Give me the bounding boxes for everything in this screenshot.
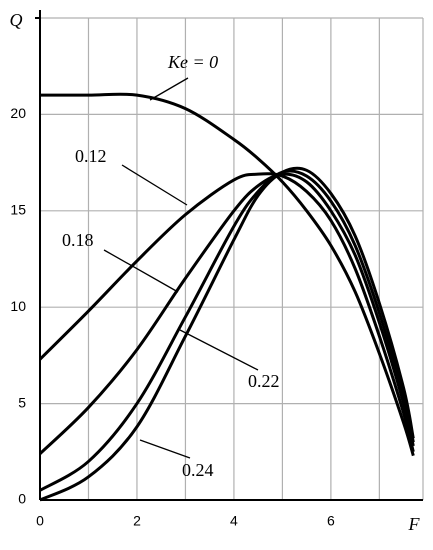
x-tick-label: 6: [327, 513, 335, 529]
curve-label: Ke = 0: [167, 52, 218, 72]
curve: [38, 172, 415, 453]
y-tick-label: 20: [10, 105, 26, 121]
y-axis-label: Q: [10, 10, 23, 30]
leader-line: [139, 439, 191, 459]
curve: [40, 92, 415, 457]
y-tick-label: 10: [10, 298, 26, 314]
leader-line: [149, 77, 189, 101]
curve-label: 0.18: [62, 230, 94, 250]
curve: [38, 172, 415, 455]
y-tick-label: 5: [18, 394, 26, 410]
curve-label: 0.24: [182, 460, 214, 480]
x-axis-label: F: [408, 514, 421, 534]
y-tick-label: 15: [10, 202, 26, 218]
x-tick-label: 2: [133, 513, 141, 529]
leader-line: [121, 164, 188, 206]
x-tick-label: 4: [230, 513, 238, 529]
leader-line: [103, 249, 179, 293]
curve: [39, 166, 415, 502]
y-tick-label: 0: [18, 491, 26, 507]
x-tick-label: 0: [36, 513, 44, 529]
curve-label: 0.12: [75, 146, 107, 166]
leader-line: [179, 329, 259, 371]
curve-label: 0.22: [248, 371, 280, 391]
